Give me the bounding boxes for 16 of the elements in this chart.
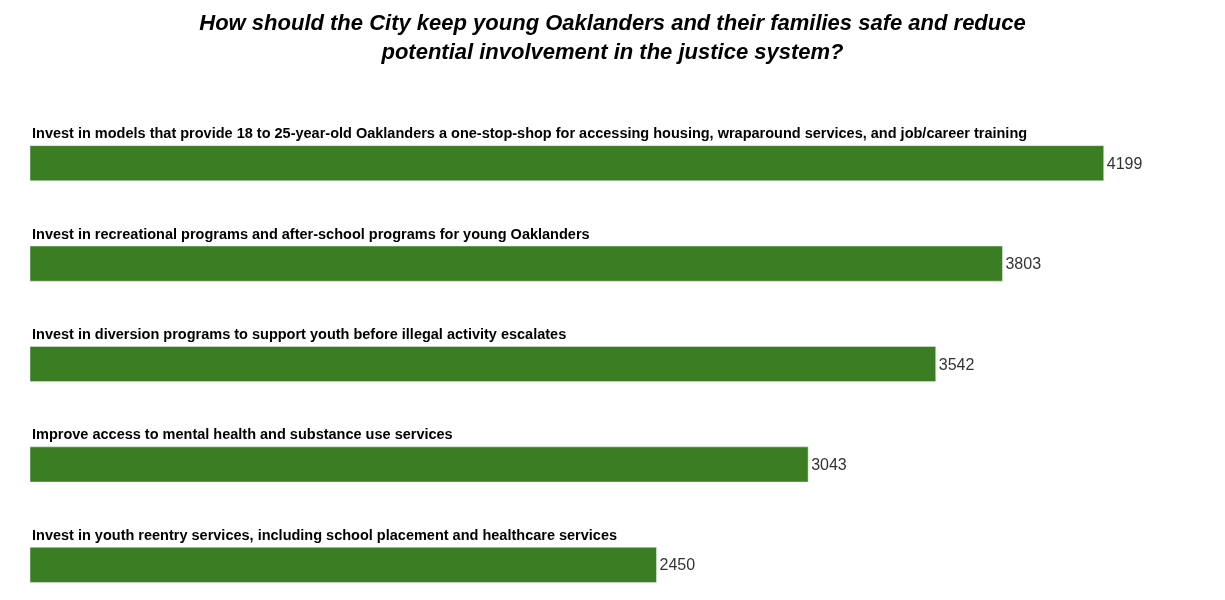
- bar: [30, 245, 1003, 282]
- bar: [30, 446, 809, 483]
- data-label: 2450: [659, 556, 696, 574]
- data-label: 3043: [811, 455, 847, 473]
- y-tick-label: Invest in recreational programs and after-school programs for young Oaklanders: [32, 226, 590, 242]
- y-tick-label: Invest in models that provide 18 to 25-year-old Oaklanders a one-stop-shop for accessing housing, wraparound services, and job/career training: [32, 125, 1028, 141]
- bar: [30, 346, 936, 382]
- chart-title: How should the City keep young Oaklanders and their families safe and reduce potential involvement in the justice system?: [199, 10, 1026, 64]
- bar: [30, 145, 1104, 182]
- data-label: 4199: [1106, 154, 1143, 172]
- y-tick-label: Improve access to mental health and substance use services: [32, 426, 453, 442]
- data-label: 3542: [938, 355, 975, 373]
- bar: [30, 547, 657, 583]
- y-tick-label: Invest in diversion programs to support youth before illegal activity escalates: [32, 326, 567, 342]
- y-tick-label: Invest in youth reentry services, including school placement and healthcare services: [32, 527, 618, 543]
- data-label: 3803: [1005, 255, 1042, 273]
